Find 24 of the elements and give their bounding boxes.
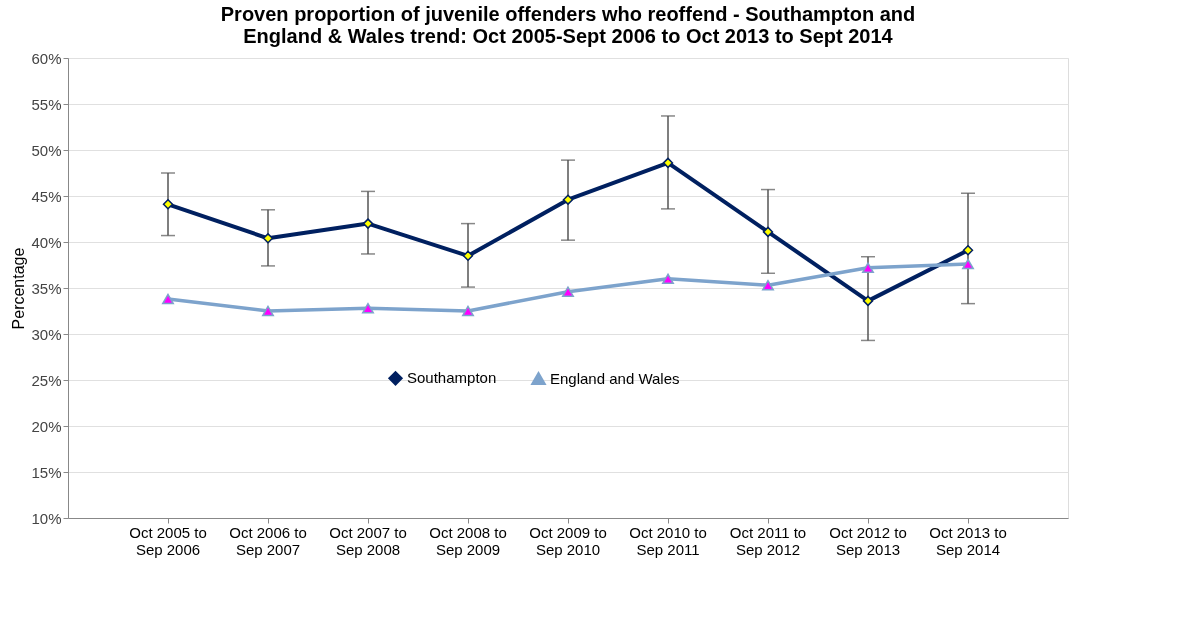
y-tick-label: 55% <box>31 95 62 113</box>
x-tick-label: Oct 2013 to Sep 2014 <box>929 523 1007 558</box>
y-tick-label: 50% <box>31 141 62 159</box>
y-tick-label: 25% <box>31 371 62 389</box>
x-tick-label: Oct 2005 to Sep 2006 <box>129 523 207 558</box>
y-tick-label: 35% <box>31 279 62 297</box>
y-axis-title: Percentage <box>10 247 28 330</box>
chart-title: Proven proportion of juvenile offenders who reoffend - Southampton and England & Wales trend: Oct 2005-Sept 2006 to Oct 2013 to Sept 2014 <box>220 3 916 47</box>
y-tick-label: 60% <box>31 49 62 67</box>
legend-label: Southampton <box>407 369 497 387</box>
y-tick-label: 20% <box>31 417 62 435</box>
y-tick-label: 10% <box>31 509 62 527</box>
x-tick-label: Oct 2011 to Sep 2012 <box>729 523 807 558</box>
y-tick-label: 40% <box>31 233 62 251</box>
y-tick-label: 30% <box>31 325 62 343</box>
y-tick-label: 15% <box>31 463 62 481</box>
y-tick-label: 45% <box>31 187 62 205</box>
legend-label: England and Wales <box>550 369 680 387</box>
x-tick-label: Oct 2010 to Sep 2011 <box>629 523 707 558</box>
x-tick-label: Oct 2006 to Sep 2007 <box>229 523 307 558</box>
x-tick-label: Oct 2007 to Sep 2008 <box>329 523 407 558</box>
x-tick-label: Oct 2009 to Sep 2010 <box>529 523 607 558</box>
x-tick-label: Oct 2008 to Sep 2009 <box>429 523 507 558</box>
x-tick-label: Oct 2012 to Sep 2013 <box>829 523 907 558</box>
